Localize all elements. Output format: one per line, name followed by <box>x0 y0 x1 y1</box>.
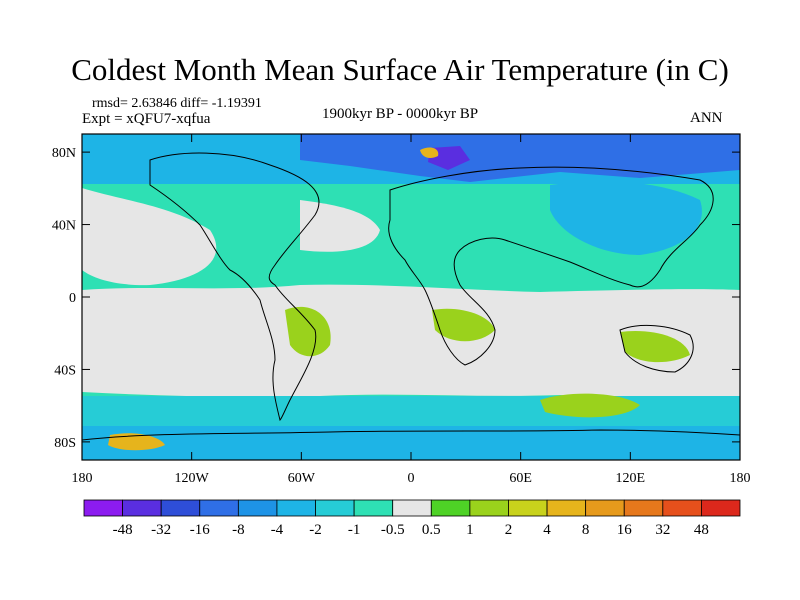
x-tick-label: 60W <box>288 471 316 486</box>
colorbar-label: 1 <box>466 522 474 538</box>
colorbar-swatch <box>83 499 123 517</box>
field-pacific-north-neutral <box>82 188 217 286</box>
y-tick-label: 80S <box>54 436 76 451</box>
field-asia-band <box>550 181 702 255</box>
field-atlantic-neutral <box>300 200 380 252</box>
field-australia-warm <box>620 330 690 363</box>
eurasia-africa-outline <box>388 166 714 366</box>
x-tick-label: 180 <box>730 471 751 486</box>
colorbar-swatch <box>546 499 587 517</box>
colorbar-label: 0.5 <box>422 522 441 538</box>
colorbar-label: -2 <box>309 522 322 538</box>
season-label: ANN <box>690 110 723 126</box>
colorbar-swatch <box>430 499 471 517</box>
colorbar-label: -32 <box>151 522 171 538</box>
colorbar-swatch <box>237 499 278 517</box>
colorbar-swatch <box>623 499 664 517</box>
colorbar-swatch <box>160 499 201 517</box>
americas-outline <box>149 152 320 421</box>
x-tick-label: 120W <box>175 471 210 486</box>
colorbar-label: -4 <box>271 522 284 538</box>
colorbar-swatch <box>662 499 702 517</box>
field-southern-band <box>82 396 740 426</box>
colorbar-swatch <box>199 499 239 517</box>
x-tick-label: 60E <box>509 471 532 486</box>
stats-label: rmsd= 2.63846 diff= -1.19391 <box>92 96 262 111</box>
colorbar-swatch <box>276 499 316 517</box>
field-arctic-warm-spot <box>420 147 439 158</box>
y-tick-label: 0 <box>69 291 76 306</box>
field-southern-warm <box>540 393 640 418</box>
x-tick-label: 0 <box>408 471 415 486</box>
colorbar-swatch <box>469 499 509 517</box>
colorbar-swatch <box>353 499 394 517</box>
x-tick-label: 180 <box>72 471 93 486</box>
y-tick-label: 40N <box>52 219 76 234</box>
colorbar-label: -1 <box>348 522 361 538</box>
antarctica-outline <box>82 429 740 441</box>
colorbar-swatch <box>315 499 355 517</box>
colorbar-swatch <box>392 499 432 517</box>
y-tick-label: 80N <box>52 146 76 161</box>
colorbar-label: -0.5 <box>381 522 405 538</box>
colorbar-swatch <box>122 499 162 517</box>
colorbar-swatch <box>701 499 741 517</box>
colorbar-swatch <box>585 499 625 517</box>
field-arctic-cold <box>300 134 740 182</box>
colorbar-label: 16 <box>617 522 633 538</box>
y-tick-label: 40S <box>54 363 76 378</box>
y-axis: 80N 40N 0 40S 80S <box>52 146 740 451</box>
map-title: Coldest Month Mean Surface Air Temperatu… <box>71 52 729 87</box>
colorbar: -48 -32 -16 -8 -4 -2 -1 -0.5 0.5 1 2 4 8 16 32 48 <box>83 499 741 538</box>
colorbar-label: 32 <box>655 522 670 538</box>
colorbar-swatch <box>508 499 548 517</box>
coastlines <box>82 152 740 441</box>
colorbar-label: 4 <box>543 522 551 538</box>
period-label: 1900kyr BP - 0000kyr BP <box>321 106 479 122</box>
australia-outline <box>619 325 694 373</box>
field-arctic-coldest <box>428 146 470 170</box>
colorbar-label: -8 <box>232 522 245 538</box>
colorbar-label: 8 <box>582 522 590 538</box>
colorbar-label: 48 <box>694 522 709 538</box>
x-axis: 180 120W 60W 0 60E 120E 180 <box>72 134 751 486</box>
field-africa-warm <box>432 308 495 342</box>
map-field <box>82 134 740 460</box>
field-ross-warm <box>108 433 165 451</box>
colorbar-label: 2 <box>505 522 513 538</box>
colorbar-label: -48 <box>113 522 133 538</box>
field-tropical-neutral <box>82 284 740 401</box>
experiment-label: Expt = xQFU7-xqfua <box>82 111 211 127</box>
x-tick-label: 120E <box>616 471 646 486</box>
colorbar-label: -16 <box>190 522 210 538</box>
field-south-america-warm <box>285 306 331 357</box>
